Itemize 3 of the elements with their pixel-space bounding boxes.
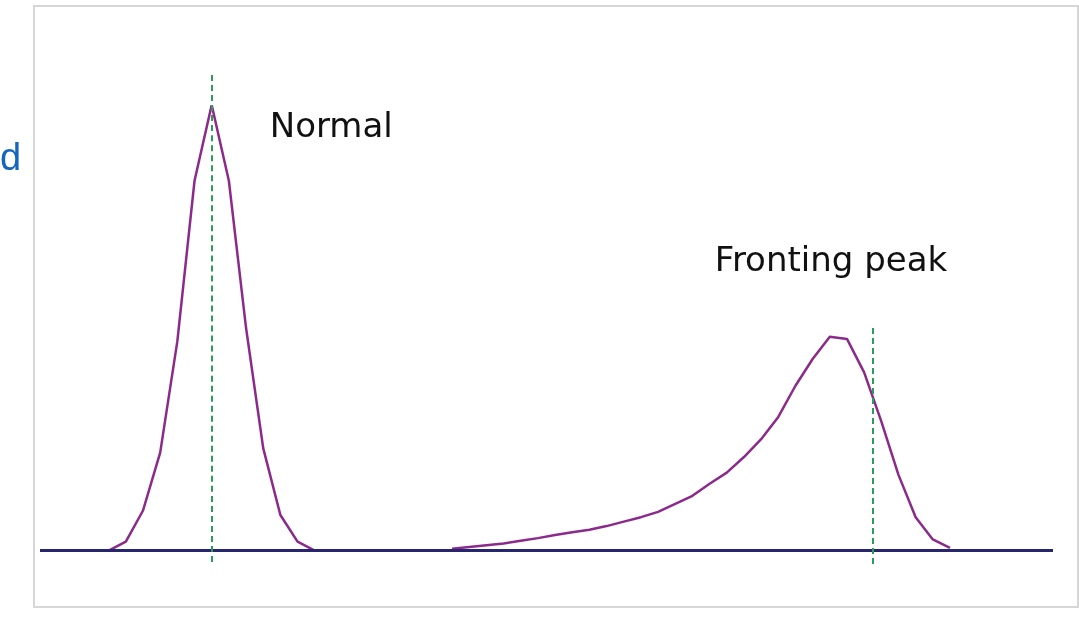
annotation: Fronting peak <box>714 238 948 279</box>
annotation: Normal <box>269 104 393 145</box>
text: d <box>0 136 22 178</box>
